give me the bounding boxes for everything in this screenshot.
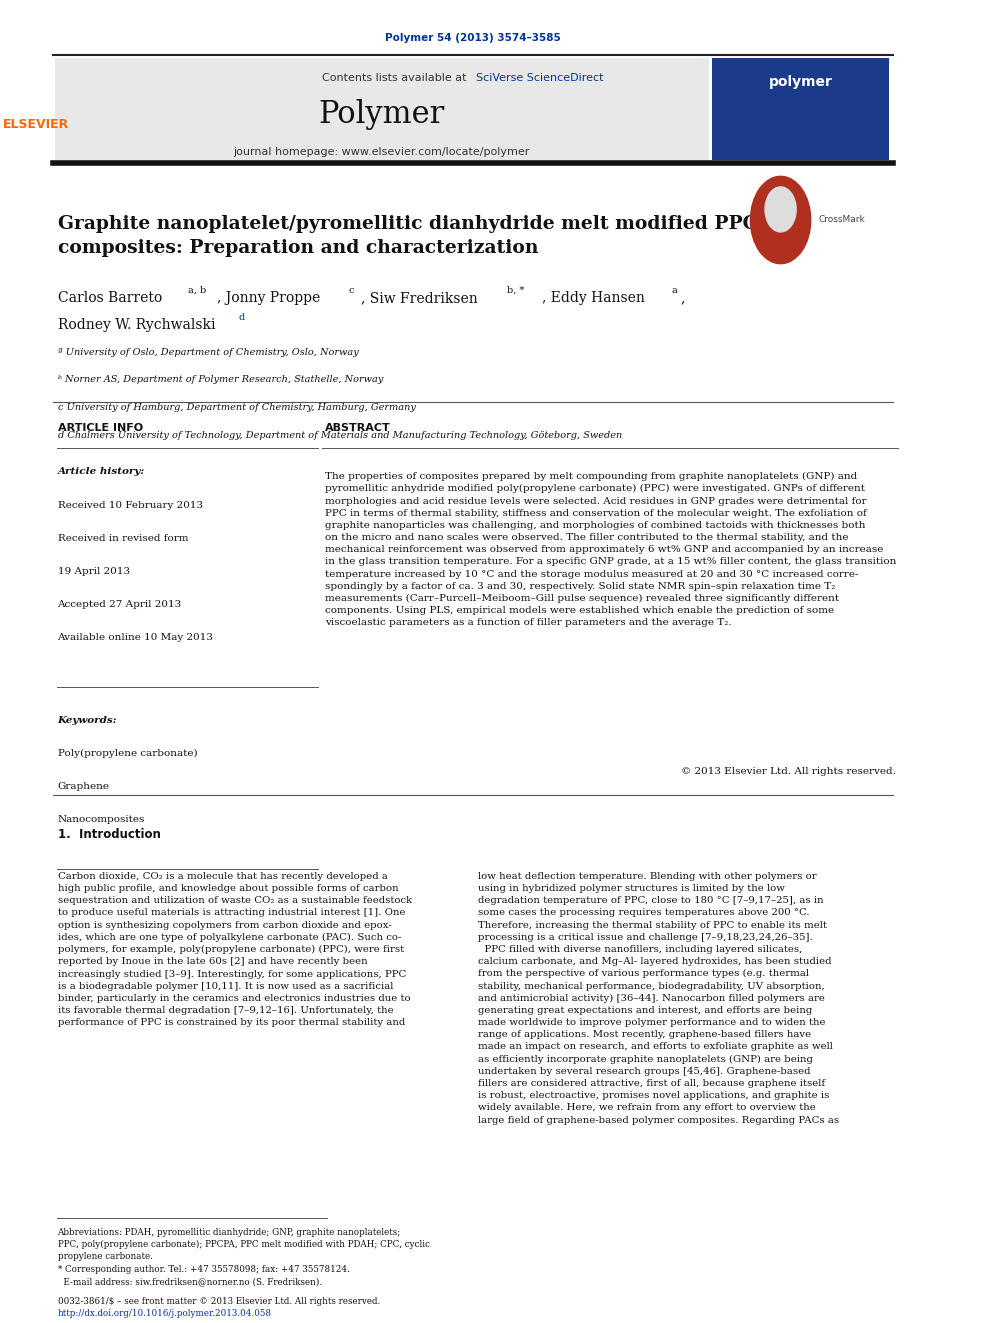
Text: , Eddy Hansen: , Eddy Hansen: [542, 291, 645, 306]
Circle shape: [750, 176, 810, 263]
Text: b, *: b, *: [507, 286, 525, 295]
Text: Poly(propylene carbonate): Poly(propylene carbonate): [58, 749, 197, 758]
Text: Available online 10 May 2013: Available online 10 May 2013: [58, 632, 213, 642]
Text: Nanocomposites: Nanocomposites: [58, 815, 145, 824]
Text: Received 10 February 2013: Received 10 February 2013: [58, 500, 202, 509]
Text: ABSTRACT: ABSTRACT: [324, 423, 391, 433]
Text: Carbon dioxide, CO₂ is a molecule that has recently developed a
high public prof: Carbon dioxide, CO₂ is a molecule that h…: [58, 872, 412, 1027]
Text: Received in revised form: Received in revised form: [58, 533, 188, 542]
Text: 0032-3861/$ – see front matter © 2013 Elsevier Ltd. All rights reserved.: 0032-3861/$ – see front matter © 2013 El…: [58, 1298, 380, 1307]
Text: SciVerse ScienceDirect: SciVerse ScienceDirect: [476, 73, 603, 83]
Text: Abbreviations: PDAH, pyromellitic dianhydride; GNP, graphite nanoplatelets;
PPC,: Abbreviations: PDAH, pyromellitic dianhy…: [58, 1228, 430, 1261]
Text: * Corresponding author. Tel.: +47 35578098; fax: +47 35578124.
  E-mail address:: * Corresponding author. Tel.: +47 355780…: [58, 1265, 349, 1286]
Text: CrossMark: CrossMark: [819, 216, 866, 225]
Text: c University of Hamburg, Department of Chemistry, Hamburg, Germany: c University of Hamburg, Department of C…: [58, 404, 416, 411]
Text: Graphene: Graphene: [58, 782, 109, 791]
Text: Graphite nanoplatelet/pyromellitic dianhydride melt modified PPC
composites: Pre: Graphite nanoplatelet/pyromellitic dianh…: [58, 216, 757, 257]
Text: a: a: [672, 286, 678, 295]
Text: Carlos Barreto: Carlos Barreto: [58, 291, 162, 306]
Text: , Jonny Proppe: , Jonny Proppe: [217, 291, 320, 306]
Text: Accepted 27 April 2013: Accepted 27 April 2013: [58, 599, 182, 609]
Text: © 2013 Elsevier Ltd. All rights reserved.: © 2013 Elsevier Ltd. All rights reserved…: [682, 767, 896, 777]
Text: 1.  Introduction: 1. Introduction: [58, 828, 161, 841]
Text: ,: ,: [681, 291, 685, 306]
FancyBboxPatch shape: [55, 58, 708, 160]
Text: ᵇ Norner AS, Department of Polymer Research, Stathelle, Norway: ᵇ Norner AS, Department of Polymer Resea…: [58, 376, 383, 384]
Text: c: c: [348, 286, 353, 295]
Text: journal homepage: www.elsevier.com/locate/polymer: journal homepage: www.elsevier.com/locat…: [233, 147, 530, 157]
Text: , Siw Fredriksen: , Siw Fredriksen: [361, 291, 477, 306]
Text: d: d: [238, 312, 245, 321]
Text: ARTICLE INFO: ARTICLE INFO: [58, 423, 143, 433]
Text: Rodney W. Rychwalski: Rodney W. Rychwalski: [58, 318, 215, 332]
Text: polymer: polymer: [769, 75, 832, 89]
Text: ELSEVIER: ELSEVIER: [3, 119, 69, 131]
FancyBboxPatch shape: [711, 58, 889, 160]
Circle shape: [765, 187, 797, 232]
Text: Polymer 54 (2013) 3574–3585: Polymer 54 (2013) 3574–3585: [385, 33, 560, 44]
Text: Keywords:: Keywords:: [58, 716, 117, 725]
Text: The properties of composites prepared by melt compounding from graphite nanoplat: The properties of composites prepared by…: [324, 472, 896, 627]
Text: d Chalmers University of Technology, Department of Materials and Manufacturing T: d Chalmers University of Technology, Dep…: [58, 431, 622, 439]
Text: low heat deflection temperature. Blending with other polymers or
using in hybrid: low heat deflection temperature. Blendin…: [477, 872, 838, 1125]
Text: Polymer: Polymer: [318, 99, 444, 131]
Text: ª University of Oslo, Department of Chemistry, Oslo, Norway: ª University of Oslo, Department of Chem…: [58, 348, 358, 356]
Text: a, b: a, b: [188, 286, 206, 295]
Text: http://dx.doi.org/10.1016/j.polymer.2013.04.058: http://dx.doi.org/10.1016/j.polymer.2013…: [58, 1310, 272, 1319]
Text: 19 April 2013: 19 April 2013: [58, 566, 130, 576]
Text: Contents lists available at: Contents lists available at: [322, 73, 470, 83]
Text: Article history:: Article history:: [58, 467, 145, 476]
